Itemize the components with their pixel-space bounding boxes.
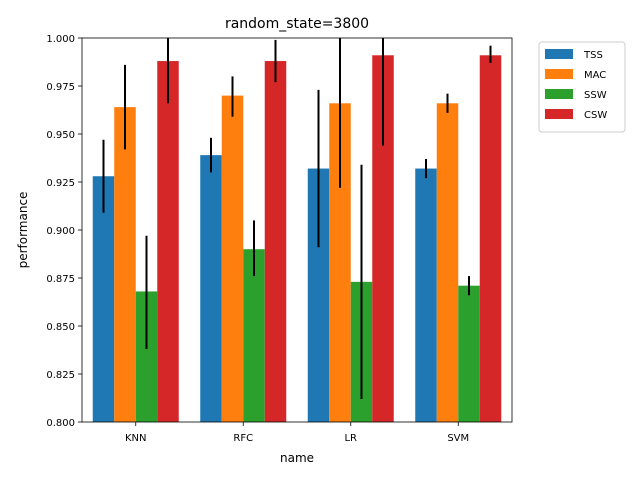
legend-swatch-ssw	[545, 89, 573, 99]
bar-tss-lr	[307, 168, 330, 422]
legend-label-ssw: SSW	[584, 90, 607, 101]
y-tick-label: 0.850	[46, 322, 75, 333]
x-tick-label: SVM	[447, 433, 469, 444]
legend-swatch-mac	[545, 69, 573, 79]
legend-label-mac: MAC	[584, 70, 606, 81]
y-tick-label: 1.000	[46, 34, 75, 45]
y-tick-label: 0.875	[46, 274, 75, 285]
y-tick-label: 0.975	[46, 82, 75, 93]
y-tick-label: 0.825	[46, 370, 75, 381]
error-bars-group	[102, 38, 492, 399]
chart-title: random_state=3800	[225, 16, 369, 32]
bar-mac-rfc	[221, 95, 244, 422]
bar-ssw-knn	[135, 291, 158, 422]
legend-swatch-csw	[545, 109, 573, 119]
x-tick-label: KNN	[125, 433, 147, 444]
x-axis-label: name	[280, 451, 314, 465]
bar-mac-svm	[436, 103, 459, 422]
y-axis: 0.800 0.825 0.850 0.875 0.900 0.925 0.950 0.975…	[46, 34, 82, 429]
bar-csw-svm	[479, 55, 502, 422]
bar-csw-lr	[372, 55, 394, 422]
bar-mac-knn	[114, 107, 136, 423]
bar-mac-lr	[329, 103, 351, 422]
x-tick-label: RFC	[233, 433, 253, 444]
y-tick-label: 0.950	[46, 130, 75, 141]
y-axis-label: performance	[16, 192, 30, 269]
legend-label-tss: TSS	[583, 50, 603, 61]
bar-ssw-svm	[458, 285, 480, 422]
legend-swatch-tss	[545, 49, 573, 59]
x-axis: KNN RFC LR SVM	[125, 422, 469, 444]
y-tick-label: 0.800	[46, 418, 75, 429]
bar-ssw-rfc	[243, 249, 265, 422]
x-tick-label: LR	[344, 433, 357, 444]
bar-tss-rfc	[200, 155, 222, 422]
legend-label-csw: CSW	[584, 110, 607, 121]
bar-tss-knn	[92, 176, 115, 422]
plot-frame	[81, 37, 513, 423]
y-tick-label: 0.900	[46, 226, 75, 237]
bar-csw-knn	[157, 61, 179, 422]
bar-csw-rfc	[264, 61, 287, 422]
bar-tss-svm	[415, 168, 437, 422]
legend: TSS MAC SSW CSW	[538, 41, 626, 133]
bars-group	[92, 55, 502, 423]
y-tick-label: 0.925	[46, 178, 75, 189]
